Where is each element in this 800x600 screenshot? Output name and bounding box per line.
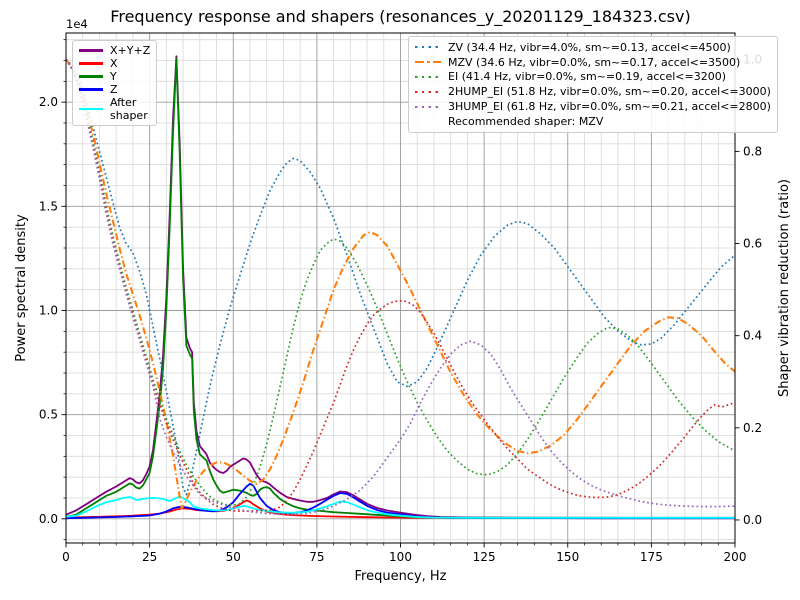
legend-item-X: X — [79, 57, 150, 70]
legend-line-sample — [79, 88, 103, 91]
legend-line-sample — [79, 62, 103, 65]
legend-line-sample — [79, 49, 103, 52]
series-ZV — [66, 58, 735, 496]
y-left-tick-label: 2.0 — [39, 95, 58, 109]
x-tick-label: 50 — [226, 550, 241, 564]
legend-psd: X+Y+Z X Y Z After shaper — [72, 40, 158, 126]
legend-label: After shaper — [110, 96, 148, 122]
y-left-tick-label: 0.5 — [39, 408, 58, 422]
tick-marks — [61, 39, 740, 548]
series-2HUMP_EI — [66, 58, 735, 513]
legend-line-sample — [415, 46, 441, 49]
recommended-shaper-text: Recommended shaper: MZV — [448, 114, 604, 128]
series-Z — [66, 482, 735, 520]
x-tick-label: 150 — [556, 550, 579, 564]
y-right-tick-label: 0.8 — [743, 144, 762, 158]
series-X+Y+Z — [66, 55, 735, 519]
y-left-tick-label: 1.0 — [39, 304, 58, 318]
series-Y — [66, 57, 735, 519]
legend-label: Y — [110, 70, 117, 83]
legend-line-sample — [415, 61, 441, 64]
x-tick-label: 75 — [309, 550, 324, 564]
x-axis-label: Frequency, Hz — [354, 569, 447, 584]
legend-label: Z — [110, 83, 118, 96]
y-right-tick-label: 0.2 — [743, 421, 762, 435]
legend-item-3HUMP_EI: 3HUMP_EI (61.8 Hz, vibr=0.0%, sm~=0.21, … — [415, 99, 771, 114]
legend-line-sample — [79, 75, 103, 78]
y-axis-left-label: Power spectral density — [14, 214, 29, 362]
legend-item-MZV: MZV (34.6 Hz, vibr=0.0%, sm~=0.17, accel… — [415, 55, 771, 70]
series-3HUMP_EI — [66, 58, 735, 516]
legend-item-Y: Y — [79, 70, 150, 83]
chart-title: Frequency response and shapers (resonanc… — [110, 7, 691, 26]
x-tick-label: 175 — [640, 550, 663, 564]
legend-label: MZV (34.6 Hz, vibr=0.0%, sm~=0.17, accel… — [448, 55, 741, 69]
y-right-tick-label: 0.4 — [743, 329, 762, 343]
legend-label: EI (41.4 Hz, vibr=0.0%, sm~=0.19, accel<… — [448, 70, 726, 84]
legend-line-sample — [79, 107, 103, 111]
legend-line-sample — [415, 75, 441, 78]
x-tick-label: 125 — [473, 550, 496, 564]
legend-label: ZV (34.4 Hz, vibr=4.0%, sm~=0.13, accel<… — [448, 40, 731, 54]
x-tick-label: 0 — [62, 550, 70, 564]
y-left-tick-label: 1.5 — [39, 199, 58, 213]
legend-label: 2HUMP_EI (51.8 Hz, vibr=0.0%, sm~=0.20, … — [448, 85, 771, 99]
series-After-shaper — [66, 495, 735, 519]
legend-label: X — [110, 57, 118, 70]
legend-line-sample — [415, 105, 441, 108]
legend-item-2HUMP_EI: 2HUMP_EI (51.8 Hz, vibr=0.0%, sm~=0.20, … — [415, 84, 771, 99]
series-MZV — [66, 58, 735, 510]
x-tick-label: 200 — [724, 550, 747, 564]
y-axis-right-label: Shaper vibration reduction (ratio) — [777, 179, 792, 397]
legend-shapers: ZV (34.4 Hz, vibr=4.0%, sm~=0.13, accel<… — [408, 36, 778, 133]
legend-item-ZV: ZV (34.4 Hz, vibr=4.0%, sm~=0.13, accel<… — [415, 40, 771, 55]
legend-item-Z: Z — [79, 83, 150, 96]
y-axis-offset-label: 1e4 — [66, 17, 88, 31]
x-tick-label: 100 — [389, 550, 412, 564]
legend-item-X+Y+Z: X+Y+Z — [79, 44, 150, 57]
y-right-tick-label: 0.0 — [743, 513, 762, 527]
x-tick-label: 25 — [142, 550, 157, 564]
y-left-tick-label: 0.0 — [39, 512, 58, 526]
legend-label: X+Y+Z — [110, 44, 151, 57]
legend-line-sample — [415, 90, 441, 93]
legend-item-EI: EI (41.4 Hz, vibr=0.0%, sm~=0.19, accel<… — [415, 70, 771, 85]
y-right-tick-label: 0.6 — [743, 237, 762, 251]
series-EI — [66, 58, 735, 507]
legend-label: 3HUMP_EI (61.8 Hz, vibr=0.0%, sm~=0.21, … — [448, 100, 771, 114]
legend-item-After: After shaper — [79, 96, 150, 122]
curves — [66, 55, 735, 520]
